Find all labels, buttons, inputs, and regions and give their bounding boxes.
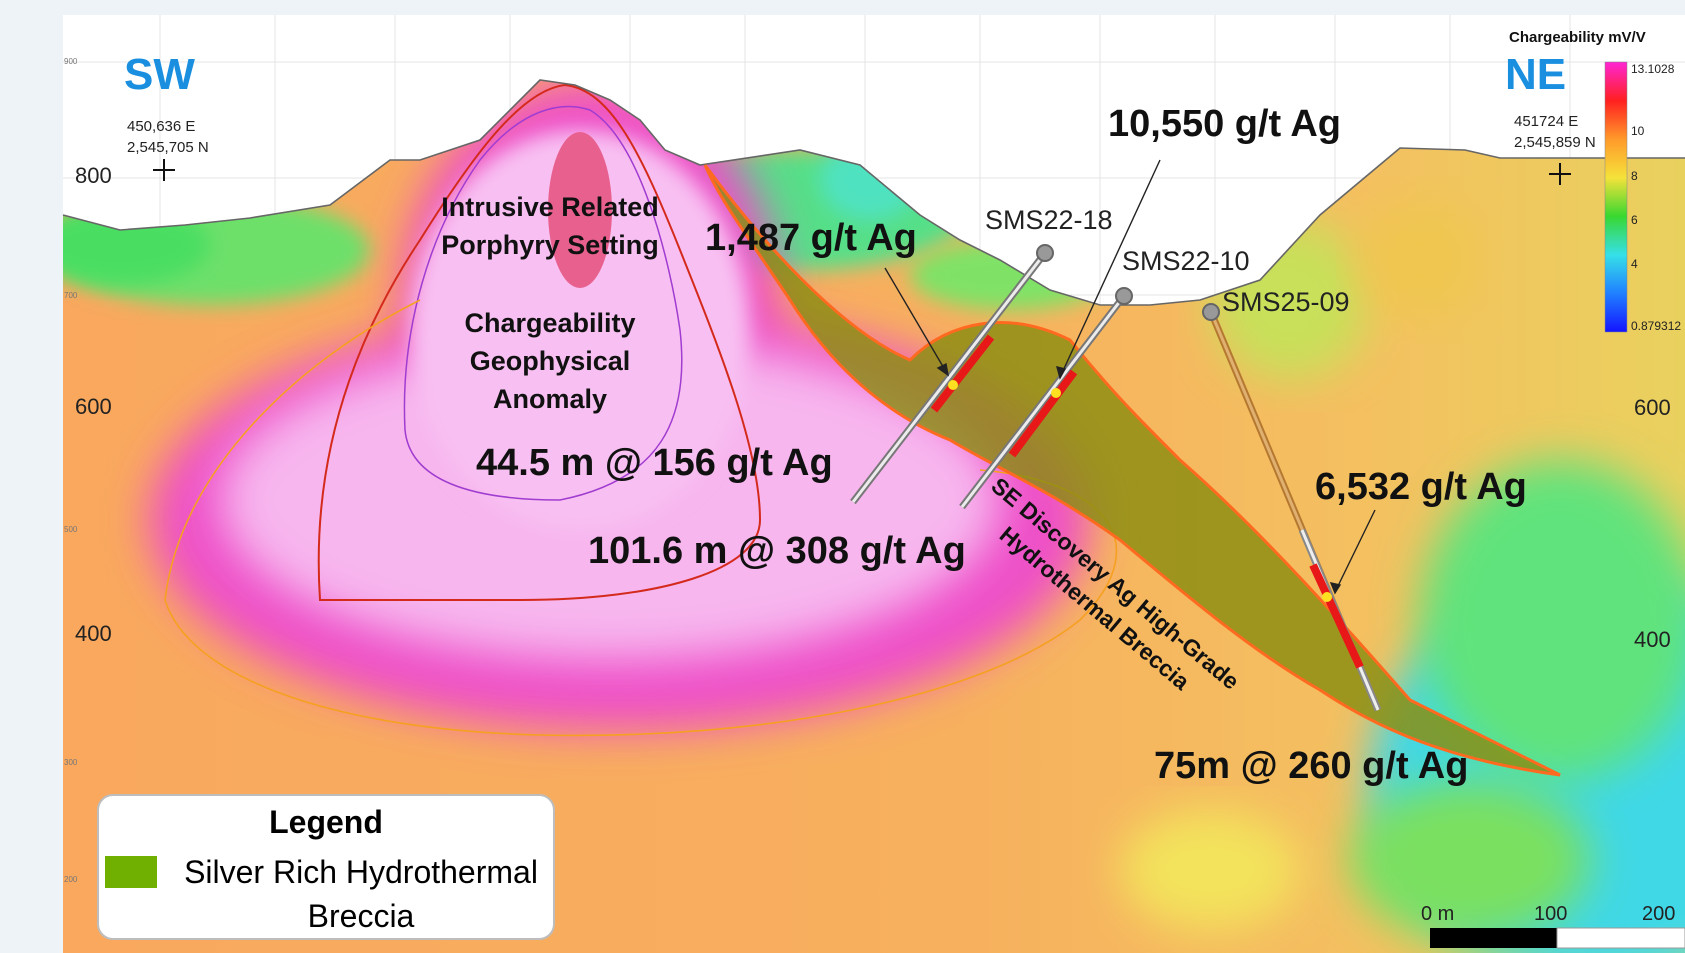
- anomaly-line-2: Geophysical: [469, 346, 631, 376]
- interval-101-6m: 101.6 m @ 308 g/t Ag: [588, 530, 966, 572]
- interval-44-5m: 44.5 m @ 156 g/t Ag: [476, 442, 833, 484]
- collar-crosshairs: [153, 159, 1571, 185]
- tick-300: 300: [64, 758, 78, 767]
- colorbar-tick-10: 10: [1631, 124, 1645, 138]
- left-coordinates: 450,636 E 2,545,705 N: [127, 116, 209, 158]
- leader-lines: [884, 159, 1376, 595]
- breccia-body: [703, 164, 1561, 777]
- colorbar-tick-8: 8: [1631, 169, 1638, 183]
- tick-900: 900: [64, 57, 78, 66]
- anomaly-label: Chargeability Geophysical Anomaly: [430, 304, 670, 418]
- drillhole-sms25-09: SMS25-09: [1222, 287, 1350, 317]
- elevation-600-left: 600: [75, 394, 112, 419]
- grade-10550: 10,550 g/t Ag: [1108, 103, 1342, 145]
- anomaly-line-3: Anomaly: [492, 384, 608, 414]
- tick-700: 700: [64, 291, 78, 300]
- right-northing: 2,545,859 N: [1514, 134, 1596, 151]
- elevation-400-left: 400: [75, 621, 112, 646]
- legend-swatch: [105, 856, 157, 888]
- left-northing: 2,545,705 N: [127, 139, 209, 156]
- colorbar-min: 0.879312: [1631, 319, 1682, 333]
- elevation-600-right: 600: [1634, 395, 1671, 420]
- tick-500: 500: [64, 525, 78, 534]
- right-coordinates: 451724 E 2,545,859 N: [1514, 111, 1596, 153]
- drillhole-sms22-18: SMS22-18: [985, 205, 1113, 235]
- porphyry-line-2: Porphyry Setting: [441, 230, 659, 260]
- drill-holes: [850, 244, 1382, 712]
- scale-label-0: 0 m: [1421, 903, 1455, 925]
- colorbar-tick-4: 4: [1631, 257, 1638, 271]
- porphyry-label: Intrusive Related Porphyry Setting: [420, 188, 680, 264]
- elevation-800: 800: [75, 163, 112, 188]
- grade-1487: 1,487 g/t Ag: [705, 217, 917, 259]
- elevation-400-right: 400: [1634, 627, 1671, 652]
- porphyry-line-1: Intrusive Related: [441, 192, 659, 222]
- drillhole-sms22-10: SMS22-10: [1122, 246, 1250, 276]
- ne-label: NE: [1505, 50, 1567, 99]
- anomaly-line-1: Chargeability: [464, 308, 636, 338]
- colorbar-title: Chargeability mV/V: [1509, 29, 1646, 46]
- colorbar-tick-6: 6: [1631, 213, 1638, 227]
- legend-item-label: Silver Rich Hydrothermal Breccia: [184, 854, 538, 934]
- scale-bar: [1430, 927, 1685, 949]
- legend-box: Legend Silver Rich Hydrothermal Breccia: [97, 794, 555, 940]
- scale-label-200: 200: [1642, 903, 1676, 925]
- scale-label-100: 100: [1534, 903, 1568, 925]
- sw-label: SW: [124, 50, 195, 99]
- grade-6532: 6,532 g/t Ag: [1315, 466, 1527, 508]
- chargeability-colorbar: [1604, 61, 1628, 333]
- interval-75m: 75m @ 260 g/t Ag: [1154, 745, 1469, 787]
- left-easting: 450,636 E: [127, 118, 196, 135]
- right-easting: 451724 E: [1514, 113, 1579, 130]
- tick-200: 200: [64, 875, 78, 884]
- colorbar-max: 13.1028: [1631, 62, 1675, 76]
- topography-line: [62, 79, 1685, 306]
- legend-title: Legend: [269, 804, 383, 840]
